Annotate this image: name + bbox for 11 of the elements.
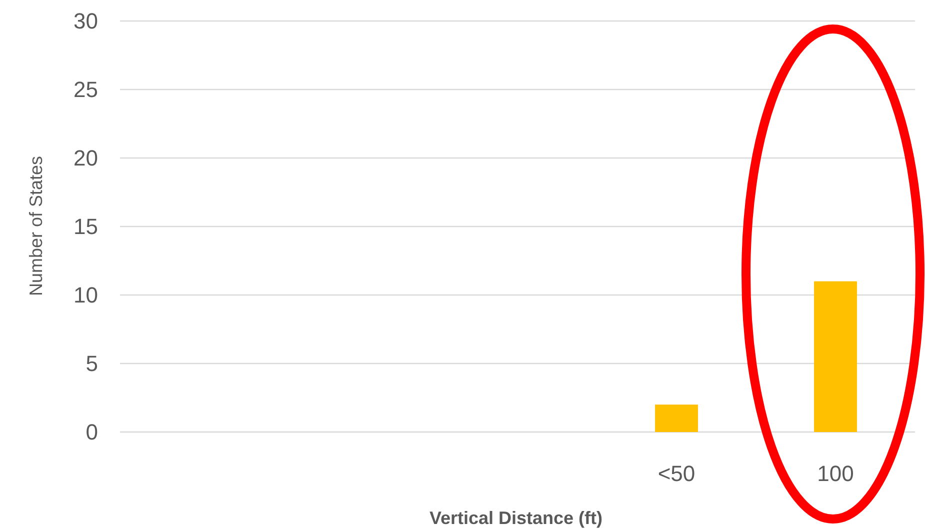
x-tick-label: 100 xyxy=(817,461,854,486)
y-tick-label: 5 xyxy=(86,351,98,376)
y-tick-label: 20 xyxy=(74,146,98,171)
y-tick-label: 25 xyxy=(74,77,98,102)
y-axis-title: Number of States xyxy=(26,156,46,296)
x-axis-title: Vertical Distance (ft) xyxy=(429,508,603,528)
y-tick-label: 30 xyxy=(74,8,98,34)
y-tick-label: 0 xyxy=(86,420,98,445)
x-tick-label: <50 xyxy=(658,461,696,486)
y-tick-label: 10 xyxy=(74,282,98,308)
y-tick-label: 15 xyxy=(74,214,98,240)
